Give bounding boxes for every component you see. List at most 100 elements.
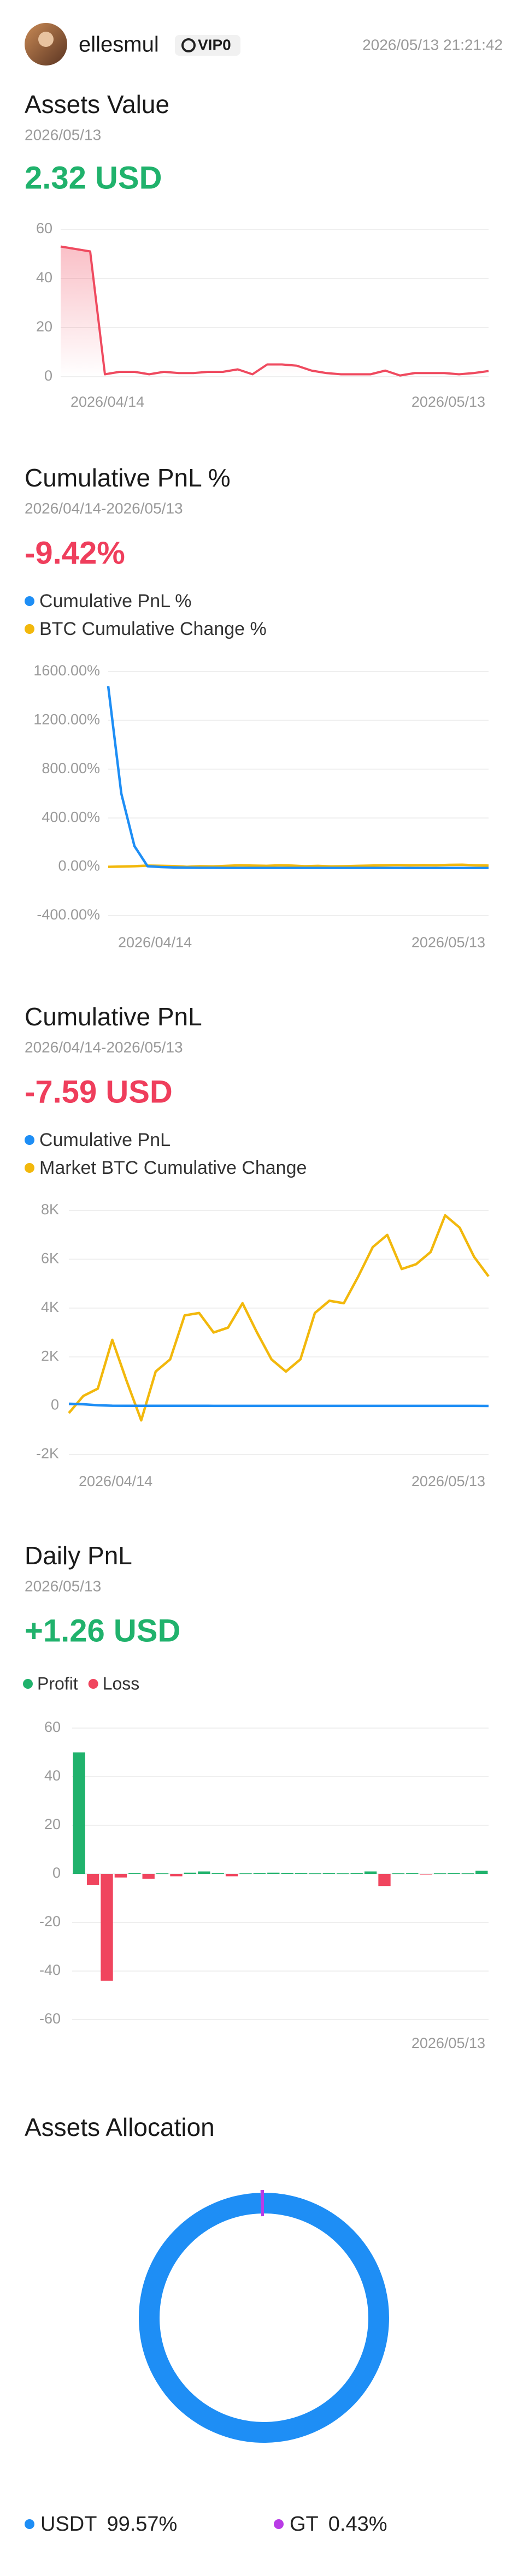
legend-label: BTC Cumulative Change % [39,619,267,639]
headline-value: -9.42% [25,535,125,571]
legend-dot [25,624,34,634]
legend-dot [25,1135,34,1145]
chart-section: Assets Value 2026/05/13 2.32 USD 0 20 40 60 202… [25,90,489,410]
chart-title: Cumulative PnL % [25,464,231,492]
bar [184,1872,197,1874]
y-tick-label: 20 [44,1816,61,1832]
bar [239,1873,252,1874]
legend-value: 0.43% [328,2513,387,2536]
bar [114,1874,127,1878]
y-tick-label: -400.00% [37,906,100,923]
headline-value: +1.26 USD [25,1613,180,1648]
bar [433,1873,446,1874]
x-tick-label: 2026/04/14 [118,934,192,951]
y-tick-label: 6K [41,1250,59,1267]
bar [142,1874,155,1879]
y-tick-label: 60 [36,220,52,236]
y-tick-label: 4K [41,1299,59,1315]
y-tick-label: -20 [39,1913,61,1930]
bar [337,1873,349,1874]
y-tick-label: 8K [41,1201,59,1218]
bar [392,1873,405,1874]
line [68,1214,490,1422]
bar [198,1871,210,1874]
legend-dot [88,1679,98,1689]
bar [225,1874,238,1877]
chart-subtitle: 2026/04/14-2026/05/13 [25,500,183,517]
bar [475,1871,488,1874]
bar [128,1873,141,1874]
x-tick-label: 2026/05/13 [412,1473,485,1489]
bar [211,1873,224,1874]
bar [350,1873,363,1874]
y-tick-label: 60 [44,1719,61,1735]
bar [281,1873,293,1874]
timestamp: 2026/05/13 21:21:42 [362,36,503,53]
chart-title: Assets Allocation [25,2113,215,2141]
chart-section: Assets Allocation USDT 99.57% GT 0.43% [25,2113,390,2536]
y-tick-label: -2K [36,1445,59,1462]
chart-section: Cumulative PnL % 2026/04/14-2026/05/13 -9.… [25,464,489,951]
x-tick-label: 2026/05/13 [412,2035,485,2051]
chart-title: Assets Value [25,90,169,118]
bar [253,1873,266,1874]
legend-label: Cumulative PnL % [39,591,191,612]
header: ellesmul VIP0 2026/05/13 21:21:42 [25,23,503,66]
bar [267,1872,280,1874]
badge-icon [181,38,196,52]
y-tick-label: 40 [44,1767,61,1784]
bar [309,1873,321,1874]
chart-section: Daily PnL 2026/05/13 +1.26 USD -60 -40 -20 0 20… [23,1541,489,2051]
x-tick-label: 2026/04/14 [70,394,144,410]
legend-label: Cumulative PnL [39,1130,171,1150]
bar [170,1874,183,1877]
bar [322,1873,336,1874]
headline-value: 2.32 USD [25,160,162,195]
x-tick-label: 2026/04/14 [79,1473,152,1489]
bar [448,1873,460,1874]
vip-badge: VIP0 [198,36,231,53]
legend-value: 99.57% [107,2513,177,2536]
legend-label: GT [290,2513,319,2536]
chart-subtitle: 2026/05/13 [25,1577,101,1594]
line [107,686,489,869]
y-tick-label: 0 [51,1397,59,1413]
legend-dot [25,2519,34,2529]
legend-label: Profit [37,1673,78,1693]
chart-title: Cumulative PnL [25,1002,202,1031]
chart-subtitle: 2026/04/14-2026/05/13 [25,1038,183,1055]
username[interactable]: ellesmul [79,33,159,57]
y-tick-label: 2K [41,1348,59,1364]
y-tick-label: 400.00% [42,809,100,825]
chart-subtitle: 2026/05/13 [25,126,101,143]
pie-slice [139,2193,390,2443]
legend-dot [25,596,34,606]
y-tick-label: 1600.00% [33,662,100,679]
bar [378,1874,391,1886]
bar [406,1873,419,1874]
bar [156,1873,169,1874]
legend-label: USDT [40,2513,97,2536]
chart-title: Daily PnL [25,1541,132,1570]
bar [461,1873,474,1874]
line [108,863,489,868]
legend-label: Market BTC Cumulative Change [39,1158,307,1178]
y-tick-label: 0 [44,367,52,384]
y-tick-label: 20 [36,318,52,335]
bar [73,1752,85,1874]
bar [364,1871,377,1874]
line [60,245,489,377]
area-fill [61,246,489,377]
bar [101,1874,113,1981]
bar [86,1874,99,1885]
legend-dot [23,1679,33,1689]
legend-dot [274,2519,284,2529]
headline-value: -7.59 USD [25,1074,173,1109]
line [68,1402,489,1408]
y-tick-label: -60 [39,2010,61,2027]
bar [295,1873,308,1874]
legend-dot [25,1163,34,1173]
x-tick-label: 2026/05/13 [412,394,485,410]
y-tick-label: 1200.00% [33,711,100,728]
